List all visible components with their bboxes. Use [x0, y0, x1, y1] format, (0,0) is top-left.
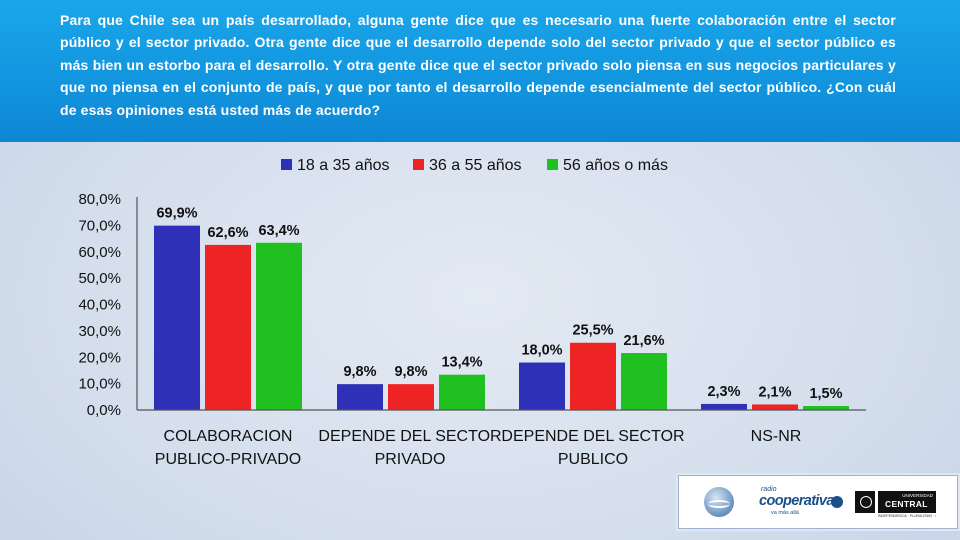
bar	[154, 225, 200, 410]
y-tick-label: 30,0%	[78, 323, 121, 340]
data-label: 2,1%	[758, 384, 791, 400]
bar	[205, 244, 251, 410]
y-tick-label: 20,0%	[78, 349, 121, 366]
data-label: 18,0%	[521, 343, 562, 359]
y-tick-label: 0,0%	[87, 402, 121, 419]
globe-logo-icon	[704, 487, 734, 517]
legend-swatch	[281, 159, 292, 170]
ucentral-logo-small: UNIVERSIDAD	[902, 493, 933, 498]
bar	[337, 384, 383, 410]
ucentral-emblem-icon	[855, 491, 875, 513]
legend-label: 56 años o más	[563, 157, 668, 174]
bar	[388, 384, 434, 410]
legend-swatch	[413, 159, 424, 170]
data-label: 2,3%	[707, 384, 740, 400]
data-label: 25,5%	[572, 323, 613, 339]
category-label: COLABORACION	[164, 428, 293, 445]
category-label: DEPENDE DEL SECTOR	[318, 428, 501, 445]
bar	[570, 342, 616, 410]
data-label: 69,9%	[156, 206, 197, 222]
sponsor-logos: radio cooperativa va más allá UNIVERSIDA…	[678, 475, 958, 529]
cooperativa-logo-slogan: va más allá	[771, 510, 799, 516]
category-label: NS-NR	[751, 428, 802, 445]
y-tick-label: 10,0%	[78, 376, 121, 393]
bar	[519, 362, 565, 410]
y-tick-label: 40,0%	[78, 297, 121, 314]
y-tick-label: 50,0%	[78, 270, 121, 287]
survey-question: Para que Chile sea un país desarrollado,…	[60, 12, 896, 118]
ucentral-logo-tagline: INDEPENDENCIA · PLURALISMO · COMPROMISO	[878, 514, 936, 518]
y-tick-label: 60,0%	[78, 244, 121, 261]
data-label: 9,8%	[394, 364, 427, 380]
cooperativa-dot-icon	[831, 496, 843, 508]
y-tick-label: 80,0%	[78, 191, 121, 208]
cooperativa-logo-text: cooperativa	[759, 493, 834, 509]
cooperativa-logo: radio cooperativa va más allá	[759, 486, 844, 518]
legend-swatch	[547, 159, 558, 170]
bar	[701, 403, 747, 410]
category-label: PRIVADO	[375, 451, 446, 468]
legend-label: 36 a 55 años	[429, 157, 522, 174]
category-label: DEPENDE DEL SECTOR	[501, 428, 684, 445]
data-label: 62,6%	[207, 225, 248, 241]
data-label: 21,6%	[623, 333, 664, 349]
bar	[256, 242, 302, 410]
bar	[621, 353, 667, 410]
bar-chart: 0,0% 10,0% 20,0% 30,0% 40,0% 50,0% 60,0% 70,0% 8…	[78, 157, 866, 468]
ucentral-logo: UNIVERSIDAD CENTRAL	[878, 491, 936, 513]
data-label: 13,4%	[441, 355, 482, 371]
bar	[439, 374, 485, 410]
legend-label: 18 a 35 años	[297, 157, 390, 174]
data-label: 63,4%	[258, 223, 299, 239]
bar	[803, 406, 849, 410]
header-banner: Para que Chile sea un país desarrollado,…	[0, 0, 960, 142]
ucentral-logo-text: CENTRAL	[885, 499, 928, 509]
category-label: PUBLICO-PRIVADO	[155, 451, 301, 468]
data-label: 9,8%	[343, 364, 376, 380]
bar	[752, 404, 798, 410]
data-label: 1,5%	[809, 386, 842, 402]
y-tick-label: 70,0%	[78, 217, 121, 234]
cooperativa-logo-small: radio	[761, 486, 777, 493]
category-label: PUBLICO	[558, 451, 628, 468]
